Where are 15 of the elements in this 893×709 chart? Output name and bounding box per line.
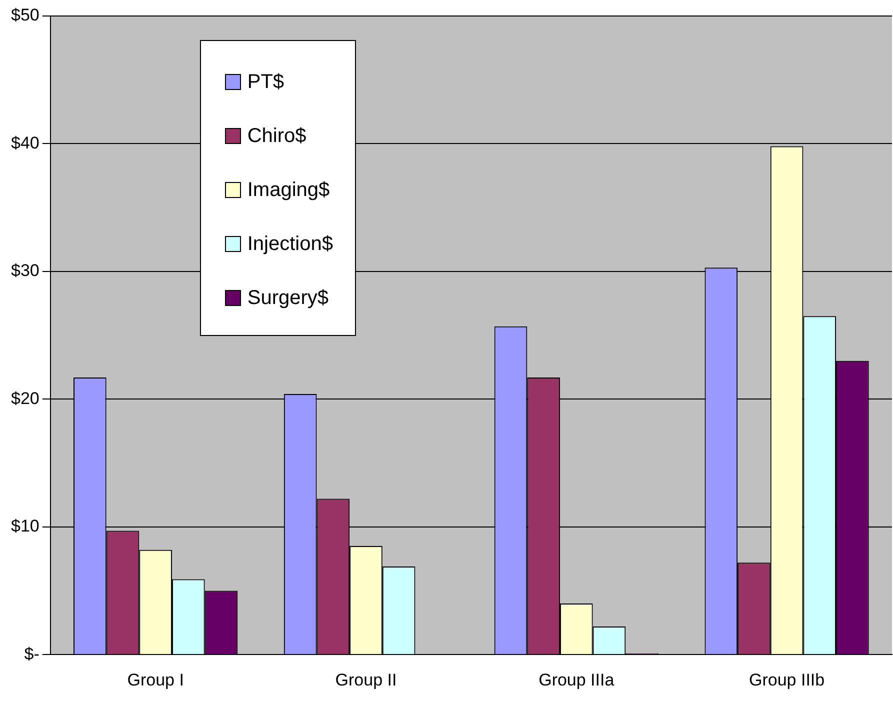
y-tick-label: $30 [10,261,40,280]
x-tick-label: Group II [335,670,397,690]
x-tick-label: Group IIIb [748,670,825,690]
x-tick-label: Group IIIa [538,670,615,690]
legend-label: Imaging$ [247,178,330,202]
x-tick-label: Group I [127,670,184,690]
y-tick-label: $10 [10,516,40,536]
y-tick-label: $20 [10,388,40,408]
legend-label: PT$ [247,70,284,94]
legend-label: Chiro$ [247,124,306,148]
y-tick-label: $50 [10,6,40,25]
y-tick-label: $40 [10,133,40,152]
legend-label: Injection$ [247,232,333,256]
legend-label: Surgery$ [247,286,329,310]
y-tick-label: $- [24,644,40,664]
